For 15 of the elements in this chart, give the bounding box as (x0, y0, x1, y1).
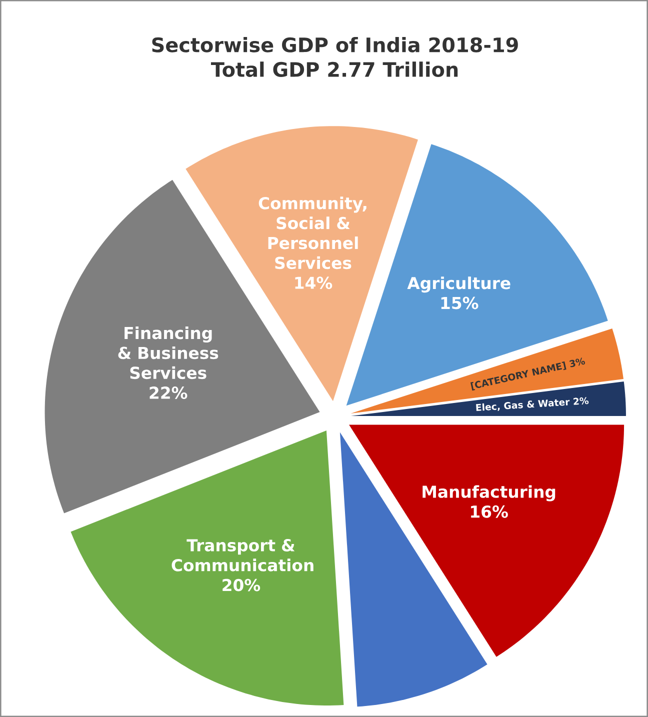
data-label: 15% (441, 296, 478, 310)
data-label: 20% (222, 578, 260, 592)
data-label: 16% (471, 505, 508, 518)
slice-label: Community, Social & Personnel Services (258, 196, 366, 270)
slice-label: Transport & Communication (172, 539, 314, 572)
chart-subtitle: Total GDP 2.77 Trillion (210, 62, 458, 77)
data-label: 14% (295, 276, 332, 290)
slice-label: Elec, Gas & Water (476, 399, 570, 411)
data-label: 22% (150, 386, 188, 399)
data-label: 3% (569, 358, 585, 368)
slice-label: Manufacturing (422, 485, 556, 502)
data-label: 2% (573, 397, 589, 405)
slice-label: Agriculture (407, 276, 510, 293)
chart-title: Sectorwise GDP of India 2018-19 (152, 36, 518, 52)
slice-label: Financing & Business Services (118, 326, 218, 380)
